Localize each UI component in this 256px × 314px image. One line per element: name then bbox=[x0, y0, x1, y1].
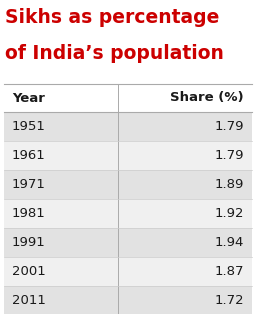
Text: Year: Year bbox=[12, 91, 45, 105]
Bar bbox=[4, 170, 252, 199]
Text: 1.79: 1.79 bbox=[215, 120, 244, 133]
Text: 1991: 1991 bbox=[12, 236, 46, 249]
Text: 1.89: 1.89 bbox=[215, 178, 244, 191]
Bar bbox=[4, 228, 252, 257]
Text: of India’s population: of India’s population bbox=[5, 44, 224, 63]
Text: Sikhs as percentage: Sikhs as percentage bbox=[5, 8, 219, 27]
Text: 1.87: 1.87 bbox=[215, 265, 244, 278]
Bar bbox=[4, 112, 252, 141]
Bar bbox=[4, 286, 252, 314]
Text: 2001: 2001 bbox=[12, 265, 46, 278]
Bar bbox=[4, 84, 252, 112]
Text: 1.79: 1.79 bbox=[215, 149, 244, 162]
Text: 1981: 1981 bbox=[12, 207, 46, 220]
Text: Share (%): Share (%) bbox=[170, 91, 244, 105]
Text: 2011: 2011 bbox=[12, 294, 46, 307]
Text: 1.94: 1.94 bbox=[215, 236, 244, 249]
Text: 1.92: 1.92 bbox=[215, 207, 244, 220]
Bar bbox=[4, 199, 252, 228]
Bar bbox=[4, 257, 252, 286]
Text: 1.72: 1.72 bbox=[214, 294, 244, 307]
Text: 1961: 1961 bbox=[12, 149, 46, 162]
Text: 1971: 1971 bbox=[12, 178, 46, 191]
Bar bbox=[4, 141, 252, 170]
Text: 1951: 1951 bbox=[12, 120, 46, 133]
